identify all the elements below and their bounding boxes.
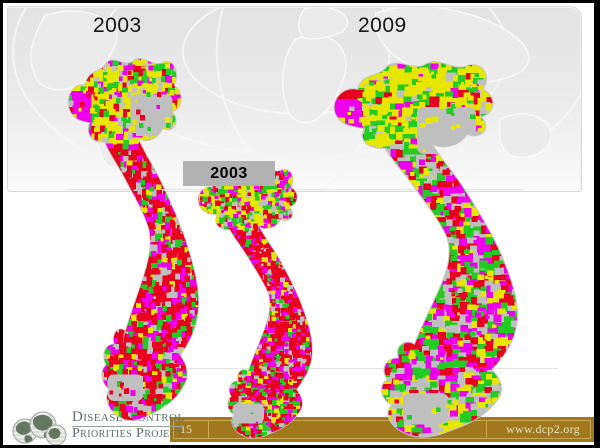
logo-text: Disease Control Priorities Project <box>72 406 185 442</box>
center-year-label: 2003 <box>183 161 275 186</box>
slide: 2003 2009 2003 15 www.dcp2.org <box>3 3 594 445</box>
map-year-title-2009: 2009 <box>358 14 407 37</box>
footer-divider-right <box>486 420 487 439</box>
globes-icon <box>12 411 67 445</box>
footer-divider-left <box>208 420 209 439</box>
website-text: www.dcp2.org <box>506 422 580 436</box>
dcpp-logo: Disease Control Priorities Project <box>12 406 185 445</box>
divider-line-bottom <box>106 368 558 369</box>
footer-bar: 15 www.dcp2.org <box>170 417 594 442</box>
map-year-title-2003: 2003 <box>93 14 142 37</box>
divider-line-top <box>66 189 524 190</box>
map-vietnam-2003-small <box>197 166 313 439</box>
logo-title-line2: Priorities Project <box>72 426 184 442</box>
logo-title-line1: Disease Control <box>72 409 185 428</box>
